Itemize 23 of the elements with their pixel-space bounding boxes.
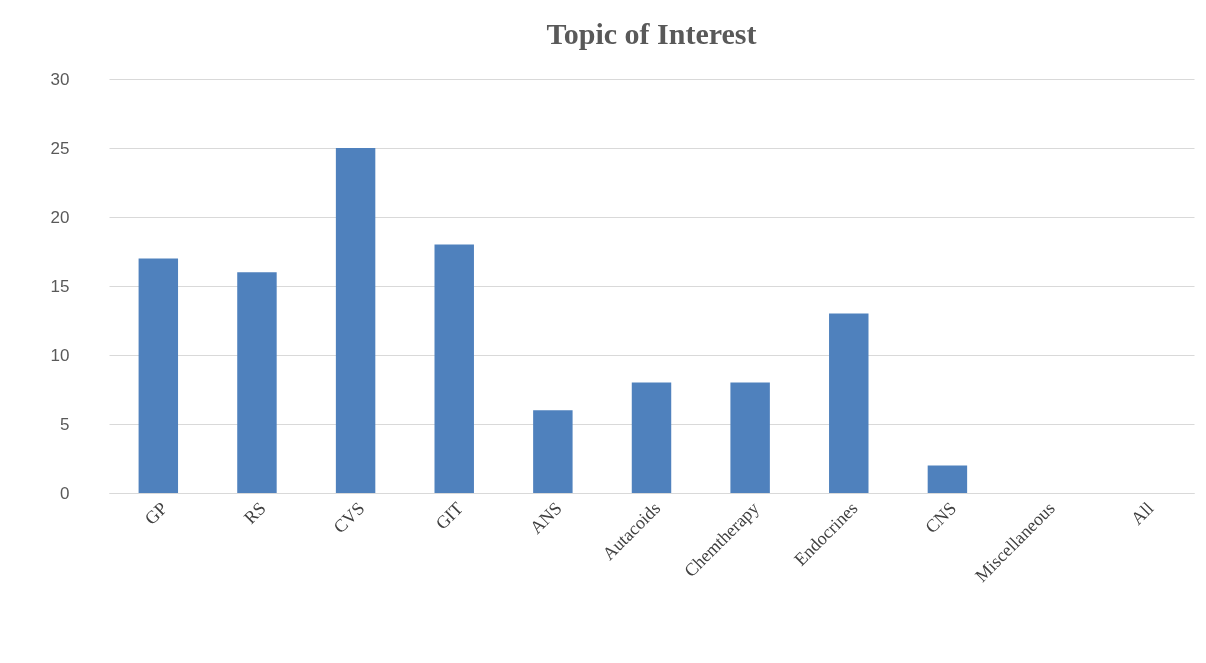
x-tick-label: CNS bbox=[921, 498, 961, 537]
y-tick-label: 10 bbox=[50, 345, 70, 365]
bar bbox=[138, 258, 179, 493]
y-tick-label: 20 bbox=[50, 207, 70, 227]
y-tick-label: 15 bbox=[50, 276, 70, 296]
bar bbox=[927, 465, 968, 493]
y-tick-label: 0 bbox=[60, 483, 70, 503]
bar bbox=[730, 382, 770, 493]
bar bbox=[631, 382, 672, 493]
bar bbox=[533, 410, 573, 493]
x-tick-label: RS bbox=[239, 498, 270, 528]
y-tick-label: 25 bbox=[50, 138, 70, 158]
chart-title: Topic of Interest bbox=[546, 17, 757, 50]
x-tick-label: CVS bbox=[329, 498, 369, 537]
bar bbox=[434, 244, 474, 493]
bar bbox=[335, 148, 376, 493]
bar bbox=[829, 313, 869, 493]
y-tick-label: 30 bbox=[50, 69, 70, 89]
x-tick-label: GP bbox=[140, 498, 172, 529]
bar bbox=[237, 272, 277, 493]
x-tick-label: GIT bbox=[431, 498, 467, 534]
y-tick-label: 5 bbox=[60, 414, 70, 434]
x-tick-label: All bbox=[1126, 498, 1158, 529]
